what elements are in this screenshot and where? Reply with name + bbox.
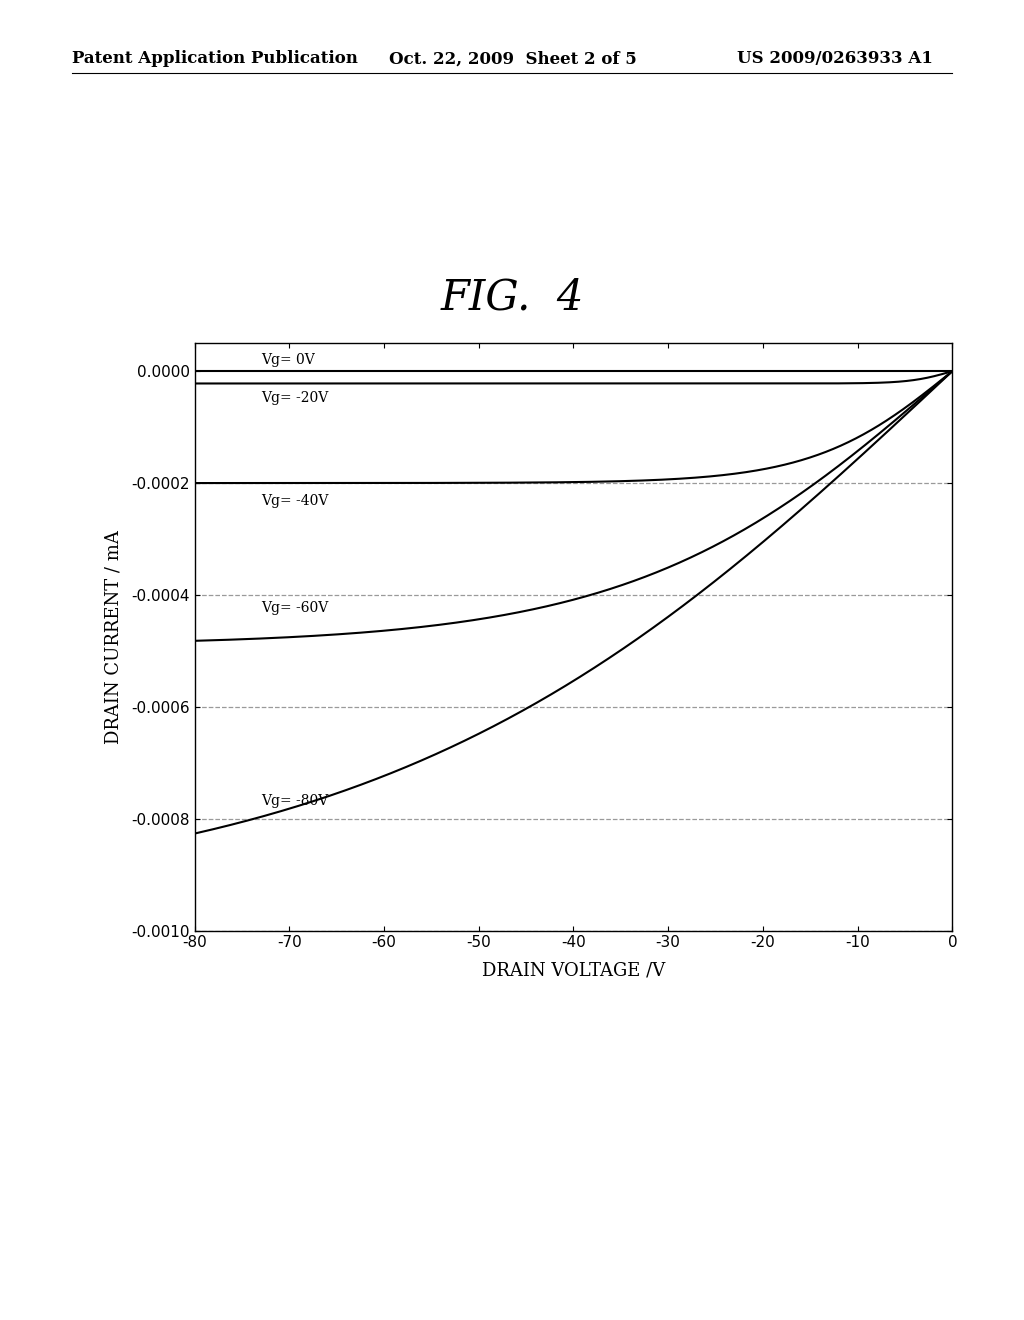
Text: Vg= -20V: Vg= -20V (261, 391, 328, 405)
Text: Vg= -40V: Vg= -40V (261, 494, 329, 508)
Text: Oct. 22, 2009  Sheet 2 of 5: Oct. 22, 2009 Sheet 2 of 5 (389, 50, 637, 67)
Text: FIG.  4: FIG. 4 (440, 276, 584, 318)
Text: Patent Application Publication: Patent Application Publication (72, 50, 357, 67)
Text: Vg= -80V: Vg= -80V (261, 793, 328, 808)
X-axis label: DRAIN VOLTAGE /V: DRAIN VOLTAGE /V (482, 961, 665, 979)
Text: Vg= 0V: Vg= 0V (261, 352, 314, 367)
Text: Vg= -60V: Vg= -60V (261, 601, 328, 615)
Text: US 2009/0263933 A1: US 2009/0263933 A1 (737, 50, 933, 67)
Y-axis label: DRAIN CURRENT / mA: DRAIN CURRENT / mA (104, 529, 123, 744)
